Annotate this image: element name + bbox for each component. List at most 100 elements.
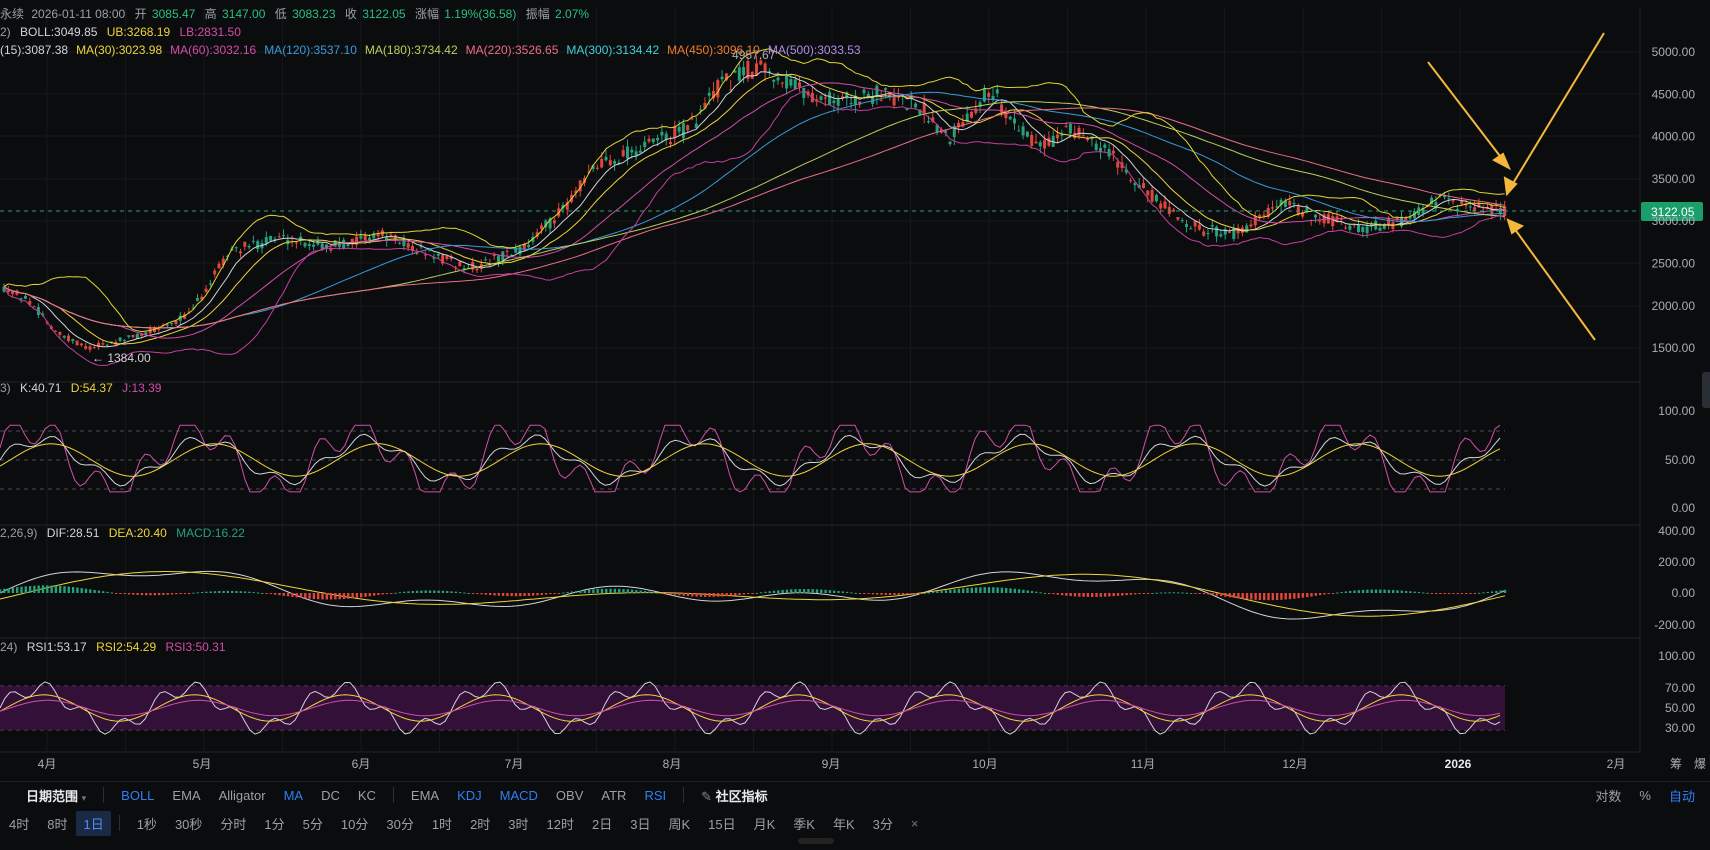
main-indicator-alligator[interactable]: Alligator [218,787,266,803]
candle-body [621,150,625,157]
candle-body [1116,161,1120,168]
macd-bar [1490,591,1494,593]
log-scale-button[interactable]: 对数 [1595,788,1622,804]
candle-body [28,301,32,305]
interval-15[interactable]: 3日 [630,816,651,832]
macd-bar [828,590,832,593]
candle-body [376,234,380,237]
candle-body [505,250,509,252]
candle-body [1279,199,1283,206]
main-indicator-boll[interactable]: BOLL [121,787,155,803]
macd-bar [1430,593,1434,594]
price-tick: 2000.00 [1652,299,1696,313]
interval-19[interactable]: 季K [793,816,815,832]
macd-bar [751,593,754,594]
ma-legend-0: (15):3087.38 [0,43,68,57]
interval-18[interactable]: 月K [753,816,776,832]
macd-bar [398,592,402,594]
divider [118,815,120,831]
candle-body [187,311,191,313]
macd-bar [1155,592,1158,594]
macd-bar [1069,593,1072,597]
candle-body [346,243,350,247]
interval-20[interactable]: 年K [832,816,855,832]
interval-6[interactable]: 1分 [264,816,285,832]
candle-body [578,180,582,192]
interval-12[interactable]: 3时 [508,816,529,832]
interval-0[interactable]: 4时 [9,816,30,832]
sub-indicator-obv[interactable]: OBV [555,787,584,803]
month-tick: 2月 [1607,757,1626,770]
interval-7[interactable]: 5分 [302,816,323,832]
interval-17[interactable]: 15日 [708,816,736,832]
sub-indicator-macd[interactable]: MACD [499,787,538,803]
candle-body [221,258,225,266]
sub-indicator-ema[interactable]: EMA [410,787,440,803]
macd-bar [437,590,440,593]
chip-distribution-label[interactable]: 筹 [1670,757,1682,770]
side-panel-handle[interactable] [1702,372,1710,408]
macd-bar [1267,593,1270,601]
macd-bar [368,593,371,597]
main-indicator-dc[interactable]: DC [321,787,340,803]
macd-bar [858,593,862,594]
candle-body [712,91,715,99]
macd-bar [274,593,277,595]
macd-bar [738,593,741,595]
interval-4[interactable]: 30秒 [174,816,203,832]
macd-bar [854,592,857,594]
macd-dif-line [0,570,1506,620]
main-indicator-ema[interactable]: EMA [172,787,201,803]
candle-body [742,67,746,76]
interval-10[interactable]: 1时 [431,816,453,832]
percent-scale-button[interactable]: % [1639,787,1651,803]
macd-bar [166,593,169,595]
interval-11[interactable]: 2时 [470,816,491,832]
candle-body [1099,147,1102,152]
candle-body [548,218,552,229]
resize-handle[interactable] [798,838,834,844]
interval-16[interactable]: 周K [668,816,691,832]
interval-8[interactable]: 10分 [340,816,369,832]
macd-bar [71,587,75,593]
community-indicators-button[interactable]: ✎ 社区指标 [701,788,768,804]
macd-bar [278,593,281,596]
macd-bar [145,593,148,596]
interval-1[interactable]: 8时 [47,816,68,832]
auto-scale-button[interactable]: 自动 [1668,788,1695,804]
interval-9[interactable]: 30分 [386,816,414,832]
candle-body [978,102,982,107]
interval-21[interactable]: 3分 [872,816,893,832]
sub-indicator-rsi[interactable]: RSI [644,787,667,803]
interval-14[interactable]: 2日 [592,816,613,832]
candle-body [415,252,419,254]
price-tick: 2500.00 [1652,257,1696,271]
candle-body [1460,201,1464,204]
candle-body [957,122,961,128]
sub-indicator-kdj[interactable]: KDJ [457,787,482,803]
header-boll: 2) BOLL:3049.85 UB:3268.19 LB:2831.50 [0,25,241,39]
liquidation-label[interactable]: 爆 [1694,757,1706,770]
macd-bar [622,589,625,593]
candle-body [88,346,92,350]
macd-bar [1017,589,1021,593]
sub-indicator-atr[interactable]: ATR [601,787,627,803]
main-indicator-kc[interactable]: KC [357,787,376,803]
macd-bar [80,588,83,593]
trading-chart[interactable]: 3122.05 4957.67 ← 1384.00 5000.00 4500.00… [0,0,1710,770]
date-range-dropdown[interactable]: 日期范围 ▾ [26,788,87,804]
interval-3[interactable]: 1秒 [136,816,157,832]
candle-body [1262,214,1266,216]
candle-body [651,138,655,143]
macd-bar [1073,593,1077,597]
close-icon[interactable]: × [910,815,919,831]
interval-13[interactable]: 12时 [546,816,574,832]
main-indicator-ma[interactable]: MA [283,787,304,803]
macd-bar [708,593,711,597]
macd-bar [811,589,814,593]
macd-bar [609,588,612,593]
candle-body [19,298,23,300]
interval-2[interactable]: 1日 [76,810,111,836]
candle-body [944,130,948,133]
interval-5[interactable]: 分时 [220,816,247,832]
